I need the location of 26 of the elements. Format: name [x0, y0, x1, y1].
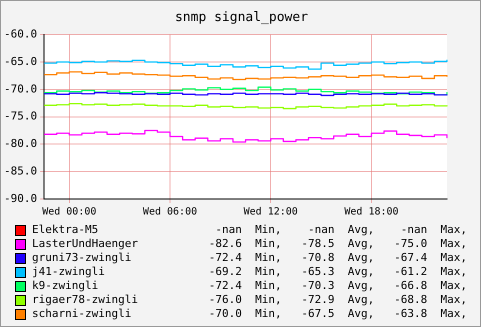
text: -nan Min, -nan Avg, -nan Max,	[214, 223, 467, 237]
y-tick-label: -70.0	[4, 82, 38, 96]
y-tick-label: -60.0	[4, 27, 38, 40]
legend-label: LasterUndHaenger	[32, 237, 139, 251]
x-tick-label: Wed 00:00	[42, 206, 96, 218]
chart-title: snmp signal_power	[174, 10, 310, 25]
y-tick-label: -75.0	[4, 110, 38, 123]
y-tick-label: -80.0	[4, 137, 38, 150]
legend-label: gruni73-zwingli	[32, 251, 132, 265]
text: -72.4 Min, -70.8 Avg, -67.4 Max,	[208, 251, 467, 265]
text: -72.4 Min, -70.3 Avg, -66.8 Max,	[208, 279, 467, 293]
text: -82.6 Min, -78.5 Avg, -75.0 Max,	[208, 237, 467, 251]
y-tick-label: -90.0	[4, 192, 38, 205]
y-tick-label: -65.0	[4, 54, 38, 68]
x-tick-label: Wed 06:00	[142, 206, 198, 218]
text: -69.2 Min, -65.3 Avg, -61.2 Max,	[208, 265, 467, 279]
x-tick-label: Wed 12:00	[244, 206, 298, 218]
text: -76.0 Min, -72.9 Avg, -68.8 Max,	[208, 293, 467, 307]
legend-label: j41-zwingli	[32, 265, 106, 279]
legend-label: Elektra-M5	[32, 223, 100, 237]
legend-label: rigaer78-zwingli	[32, 293, 139, 307]
legend-label: scharni-zwingli	[32, 307, 132, 321]
x-tick-label: Wed 18:00	[344, 206, 399, 218]
text: -70.0 Min, -67.5 Avg, -63.8 Max,	[208, 307, 467, 321]
y-tick-label: -85.0	[4, 164, 38, 178]
legend-label: k9-zwingli	[32, 279, 100, 293]
